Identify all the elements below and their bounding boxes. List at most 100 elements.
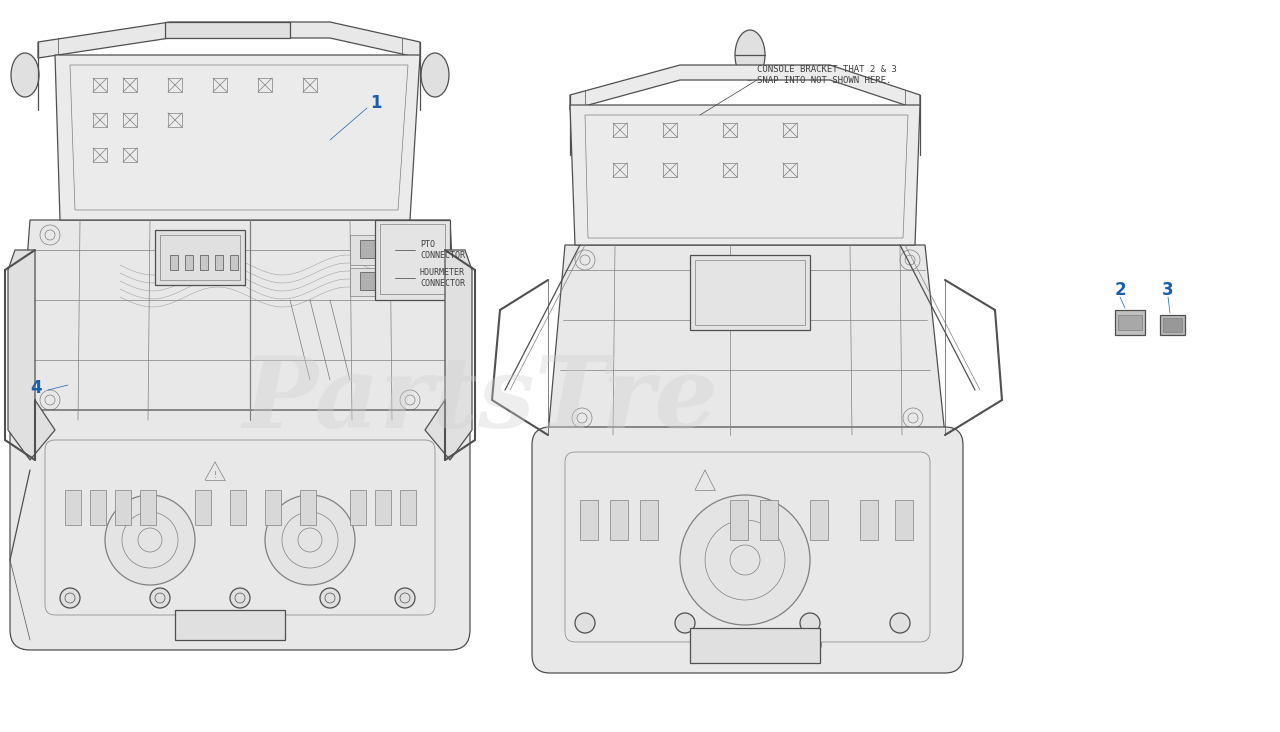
Bar — [1164, 318, 1181, 332]
Bar — [380, 224, 445, 294]
Bar — [265, 490, 282, 525]
Bar — [690, 628, 820, 663]
Bar — [399, 490, 416, 525]
Bar — [1115, 310, 1146, 335]
Text: PTO
CONNECTOR: PTO CONNECTOR — [420, 240, 465, 260]
Bar — [168, 113, 182, 127]
Text: CONSOLE BRACKET THAT 2 & 3
SNAP INTO NOT SHOWN HERE.: CONSOLE BRACKET THAT 2 & 3 SNAP INTO NOT… — [756, 64, 897, 86]
Bar — [123, 113, 137, 127]
Bar — [65, 490, 81, 525]
Circle shape — [730, 634, 751, 656]
Bar — [760, 500, 778, 540]
Bar — [195, 490, 211, 525]
Bar — [230, 490, 246, 525]
Bar — [155, 230, 244, 285]
Polygon shape — [570, 65, 920, 110]
Circle shape — [105, 495, 195, 585]
Bar — [580, 500, 598, 540]
Bar — [783, 163, 797, 177]
Bar — [93, 113, 108, 127]
Polygon shape — [548, 245, 945, 435]
Bar — [360, 272, 378, 290]
Bar — [160, 235, 241, 280]
Polygon shape — [8, 250, 55, 460]
FancyBboxPatch shape — [532, 427, 963, 673]
Bar — [186, 255, 193, 270]
Ellipse shape — [735, 30, 765, 80]
Bar — [115, 490, 131, 525]
Bar — [93, 78, 108, 92]
Text: 4: 4 — [29, 379, 42, 397]
Text: PartsTre: PartsTre — [242, 352, 718, 448]
Text: HOURMETER
CONNECTOR: HOURMETER CONNECTOR — [420, 268, 465, 288]
FancyBboxPatch shape — [10, 410, 470, 650]
Ellipse shape — [12, 53, 38, 97]
Polygon shape — [55, 55, 420, 220]
Bar — [613, 123, 627, 137]
Circle shape — [218, 613, 242, 637]
Bar — [212, 78, 227, 92]
Bar — [360, 240, 378, 258]
Circle shape — [253, 613, 276, 637]
Text: 2: 2 — [1115, 281, 1126, 299]
Bar — [170, 255, 178, 270]
Bar — [613, 163, 627, 177]
Bar — [860, 500, 878, 540]
Circle shape — [764, 634, 786, 656]
Bar — [640, 500, 658, 540]
Bar — [730, 500, 748, 540]
Bar — [1117, 315, 1142, 330]
Circle shape — [799, 634, 820, 656]
Bar — [300, 490, 316, 525]
Bar — [168, 78, 182, 92]
Bar — [215, 255, 223, 270]
Circle shape — [230, 588, 250, 608]
Bar — [303, 78, 317, 92]
Polygon shape — [15, 220, 460, 420]
Bar — [663, 123, 677, 137]
Polygon shape — [425, 250, 472, 460]
Circle shape — [694, 634, 716, 656]
Bar — [200, 255, 207, 270]
Bar — [93, 148, 108, 162]
Circle shape — [320, 588, 340, 608]
Circle shape — [396, 588, 415, 608]
Text: 1: 1 — [370, 94, 381, 112]
Circle shape — [800, 613, 820, 633]
Bar — [123, 148, 137, 162]
Bar — [230, 255, 238, 270]
Bar — [611, 500, 628, 540]
Ellipse shape — [421, 53, 449, 97]
Circle shape — [575, 613, 595, 633]
Bar — [349, 268, 420, 296]
Circle shape — [680, 495, 810, 625]
Text: !: ! — [214, 471, 216, 479]
Bar — [140, 490, 156, 525]
Bar — [663, 163, 677, 177]
Circle shape — [265, 495, 355, 585]
Bar — [381, 274, 396, 288]
Circle shape — [183, 613, 207, 637]
Bar — [695, 260, 805, 325]
Text: 3: 3 — [1162, 281, 1174, 299]
Bar — [895, 500, 913, 540]
Bar — [123, 78, 137, 92]
Bar — [349, 490, 366, 525]
Polygon shape — [38, 22, 420, 58]
Bar — [259, 78, 273, 92]
Polygon shape — [570, 105, 920, 245]
Bar — [349, 235, 420, 265]
Bar — [90, 490, 106, 525]
Circle shape — [150, 588, 170, 608]
Bar — [810, 500, 828, 540]
Bar — [723, 163, 737, 177]
Bar — [690, 255, 810, 330]
Circle shape — [675, 613, 695, 633]
Circle shape — [60, 588, 79, 608]
Bar — [175, 610, 285, 640]
Bar — [381, 240, 396, 254]
Bar — [783, 123, 797, 137]
Bar — [723, 123, 737, 137]
Bar — [375, 220, 451, 300]
Bar — [375, 490, 390, 525]
